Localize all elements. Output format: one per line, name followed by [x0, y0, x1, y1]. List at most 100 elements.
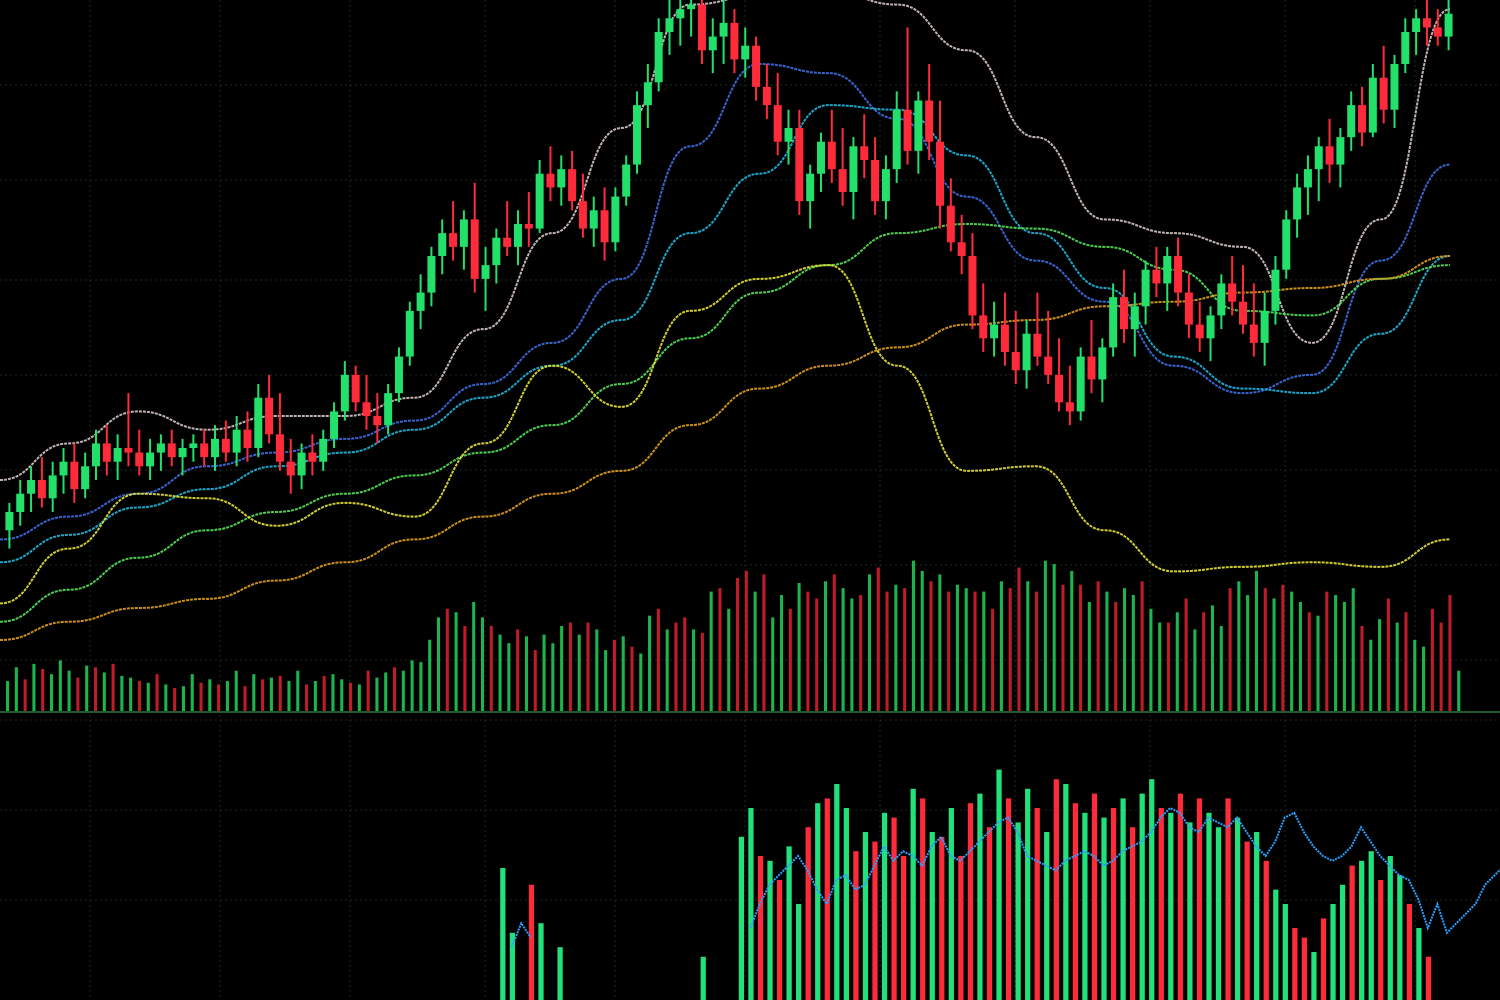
- candle: [362, 374, 371, 430]
- indicator-bar: [986, 827, 993, 1000]
- moving-average-line-5: [0, 264, 1451, 605]
- volume-bar: [788, 608, 792, 712]
- volume-bar: [779, 595, 784, 712]
- candle: [200, 429, 209, 467]
- indicator-bar: [1196, 798, 1203, 1000]
- candle-body-up: [394, 356, 403, 394]
- candle: [1347, 91, 1356, 151]
- candle-body-down: [1195, 324, 1204, 339]
- candle: [48, 461, 57, 512]
- candle-body-up: [113, 448, 122, 462]
- volume-bar: [753, 591, 757, 712]
- candle: [1358, 86, 1367, 147]
- candle: [275, 393, 284, 471]
- indicator-bar: [1149, 779, 1155, 1000]
- candle-body-down: [70, 461, 79, 490]
- candle: [762, 64, 771, 119]
- indicator-bar: [1168, 812, 1174, 1000]
- volume-bar: [199, 682, 203, 712]
- volume-bar: [269, 677, 273, 712]
- volume-bar: [709, 591, 713, 712]
- candle: [892, 91, 901, 183]
- candle-body-down: [1249, 324, 1258, 343]
- candle-body-up: [1368, 77, 1377, 133]
- moving-average-line-1: [0, 0, 1451, 481]
- volume-bar: [1413, 639, 1417, 712]
- indicator-bar: [1368, 851, 1374, 1000]
- volume-bar: [560, 626, 564, 712]
- indicator-bar: [786, 846, 792, 1000]
- volume-bar: [604, 650, 608, 712]
- candle: [838, 128, 847, 206]
- volume-bar: [1175, 612, 1179, 712]
- candle: [27, 466, 36, 512]
- volume-bar: [287, 681, 291, 712]
- indicator-bar: [891, 817, 897, 1000]
- candle: [330, 402, 339, 448]
- candle-body-up: [5, 512, 14, 531]
- candle: [546, 146, 555, 202]
- candle: [1325, 118, 1334, 183]
- indicator-bar: [862, 832, 869, 1000]
- volume-bar: [841, 588, 845, 712]
- volume-bar: [823, 581, 828, 712]
- volume-bar: [1193, 629, 1197, 712]
- volume-bar: [1210, 605, 1215, 712]
- indicator-bar: [1273, 889, 1279, 1000]
- indicator-bar: [1339, 884, 1346, 1000]
- candle: [297, 443, 306, 490]
- volume-bar: [1325, 591, 1329, 712]
- volume-bar: [173, 687, 177, 712]
- candle: [146, 438, 155, 480]
- candle: [481, 246, 490, 311]
- indicator-bar: [700, 956, 706, 1000]
- volume-bar: [208, 679, 212, 712]
- volume-bar: [190, 674, 194, 712]
- candle-body-down: [1379, 77, 1388, 110]
- volume-bar: [903, 588, 907, 712]
- candle: [438, 219, 447, 275]
- candlestick-series: [5, 0, 1453, 549]
- volume-bar: [1263, 588, 1267, 712]
- volume-bar: [217, 684, 221, 712]
- indicator-bar: [1158, 808, 1164, 1000]
- volume-bar: [533, 650, 537, 712]
- volume-bar: [736, 577, 740, 712]
- candle: [351, 365, 360, 412]
- volume-bar: [1351, 588, 1355, 712]
- indicator-bar: [1053, 779, 1059, 1000]
- candle-body-down: [1184, 292, 1193, 325]
- indicator-bar: [1359, 860, 1365, 1000]
- candle: [1044, 310, 1053, 384]
- candle-body-up: [611, 196, 620, 243]
- indicator-bar: [958, 856, 964, 1000]
- candle: [189, 434, 198, 462]
- volume-bar: [1087, 601, 1091, 712]
- indicator-bar: [776, 880, 783, 1000]
- volume-bar: [1131, 595, 1135, 712]
- candle: [254, 384, 263, 458]
- candle: [881, 155, 890, 220]
- volume-bar: [1149, 608, 1153, 712]
- volume-bar: [1166, 622, 1171, 712]
- candle: [871, 137, 880, 215]
- volume-bar: [551, 643, 555, 712]
- indicator-bar: [853, 851, 859, 1000]
- candle: [1293, 173, 1302, 238]
- candle-body-down: [1033, 333, 1042, 357]
- volume-bar: [973, 591, 977, 712]
- volume-bar: [850, 598, 854, 712]
- indicator-bar: [824, 798, 830, 1000]
- candle: [178, 438, 187, 476]
- candle-body-up: [643, 82, 652, 106]
- volume-bar: [876, 567, 880, 712]
- candle: [319, 429, 328, 471]
- indicator-bar: [538, 923, 544, 1000]
- volume-bar: [1272, 598, 1276, 712]
- indicator-bar: [834, 784, 840, 1000]
- candle: [1314, 137, 1323, 202]
- candle-body-down: [1358, 105, 1367, 133]
- candle-body-up: [459, 219, 468, 247]
- candle: [286, 438, 295, 494]
- candle-body-up: [59, 461, 68, 476]
